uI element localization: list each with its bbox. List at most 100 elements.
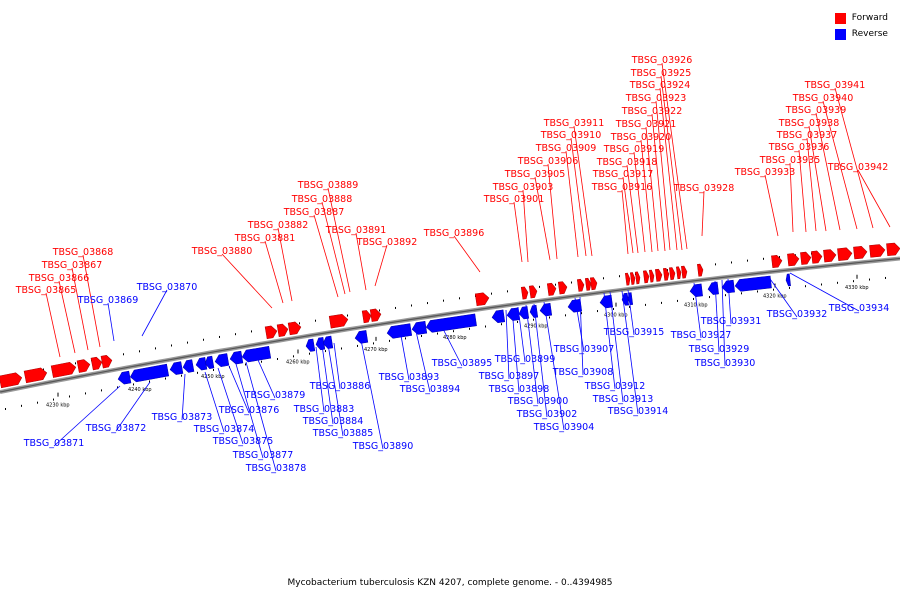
ruler-dot	[597, 310, 598, 313]
reverse-gene-label: TBSG_03929	[688, 344, 750, 355]
reverse-gene-label: TBSG_03877	[232, 450, 294, 461]
reverse-gene	[411, 321, 428, 335]
ruler-dot	[757, 290, 758, 293]
reverse-gene	[785, 273, 791, 287]
forward-gene	[276, 323, 289, 338]
ruler-dot	[203, 338, 204, 341]
reverse-swatch	[834, 28, 846, 40]
reverse-gene-label: TBSG_03872	[85, 423, 147, 434]
genome-axis	[0, 257, 900, 393]
forward-gene-arrow	[771, 254, 783, 269]
forward-gene	[576, 278, 585, 292]
ruler-tick-label: 4310 kbp	[684, 303, 708, 309]
reverse-gene-arrow	[539, 303, 553, 317]
ruler-tick-label: 4280 kbp	[443, 335, 467, 341]
reverse-gene	[539, 303, 553, 317]
reverse-gene-label-leader	[359, 334, 384, 450]
reverse-gene-label: TBSG_03914	[607, 406, 669, 417]
ruler-dot	[549, 316, 550, 319]
forward-gene-arrow	[655, 268, 663, 282]
ruler-dot	[357, 344, 358, 347]
ruler-dot	[507, 290, 508, 293]
forward-gene	[589, 277, 598, 291]
reverse-gene-label-leader	[141, 289, 168, 337]
ruler-dot	[437, 332, 438, 335]
forward-gene-arrow	[576, 278, 585, 292]
forward-gene-label-leader	[626, 164, 639, 254]
ruler-dot	[421, 334, 422, 337]
ruler-dot	[165, 377, 166, 380]
ruler-dot	[309, 352, 310, 355]
ruler-dot	[779, 256, 780, 259]
reverse-gene	[689, 283, 703, 297]
reverse-gene-label-leader	[693, 282, 702, 339]
reverse-gene-label: TBSG_03884	[302, 416, 364, 427]
reverse-gene-label: TBSG_03899	[494, 354, 556, 365]
ruler-dot	[405, 337, 406, 340]
ruler-dot	[731, 261, 732, 264]
reverse-gene-label-leader	[53, 385, 121, 447]
reverse-gene-label-leader	[399, 329, 410, 381]
forward-gene-label-leader	[659, 87, 678, 251]
ruler-dot	[491, 292, 492, 295]
forward-gene-label-leader	[798, 149, 807, 233]
forward-gene-label: TBSG_03910	[540, 130, 602, 141]
reverse-gene-label: TBSG_03912	[584, 381, 646, 392]
forward-gene-label: TBSG_03892	[356, 237, 418, 248]
ruler-dot	[101, 389, 102, 392]
ruler-dot	[389, 339, 390, 342]
ruler-dot	[85, 392, 86, 395]
reverse-gene-label-leader	[439, 322, 463, 367]
reverse-gene-arrow	[689, 283, 703, 297]
forward-gene	[76, 359, 91, 373]
forward-gene-label-leader	[815, 112, 841, 231]
ruler-dot	[747, 259, 748, 262]
forward-gene-label-leader	[645, 126, 659, 252]
forward-gene-label: TBSG_03941	[804, 80, 866, 91]
ruler-dot	[725, 294, 726, 297]
forward-gene-label-leader	[808, 125, 827, 232]
ruler-dot	[789, 286, 790, 289]
forward-gene-label: TBSG_03882	[247, 220, 309, 231]
ruler-tick-label: 4320 kbp	[763, 293, 787, 299]
forward-gene	[642, 270, 650, 284]
forward-gene-label: TBSG_03917	[592, 169, 654, 180]
forward-gene	[23, 367, 48, 384]
forward-gene-arrow	[886, 242, 900, 256]
reverse-gene-label-leader	[257, 359, 276, 399]
forward-gene	[90, 356, 103, 371]
reverse-gene-label-leader	[511, 307, 520, 393]
ruler-dot	[427, 302, 428, 305]
reverse-gene-label: TBSG_03869	[77, 295, 139, 306]
reverse-gene-label: TBSG_03902	[516, 409, 578, 420]
forward-gene-arrow	[584, 277, 592, 291]
ruler-dot	[117, 386, 118, 389]
ruler-dot	[37, 401, 38, 404]
ruler-dot	[645, 303, 646, 306]
forward-gene-label: TBSG_03924	[629, 80, 691, 91]
forward-gene-label-leader	[221, 253, 273, 309]
forward-gene-label-leader	[701, 190, 705, 237]
reverse-gene	[386, 323, 413, 339]
forward-gene	[837, 247, 853, 261]
reverse-gene-arrow	[785, 273, 791, 287]
reverse-gene-label: TBSG_03879	[244, 390, 306, 401]
forward-gene-label: TBSG_03928	[673, 183, 735, 194]
reverse-gene	[491, 309, 506, 323]
reverse-gene-label: TBSG_03873	[151, 412, 213, 423]
reverse-gene-label: TBSG_03878	[245, 463, 307, 474]
forward-gene-arrow	[787, 253, 800, 267]
ruler-dot	[5, 408, 6, 411]
ruler-dot	[133, 383, 134, 386]
ruler-dot	[539, 285, 540, 288]
reverse-gene-arrow	[529, 304, 539, 318]
reverse-gene-label: TBSG_03908	[552, 367, 614, 378]
ruler-tick-label: 4250 kbp	[201, 374, 225, 380]
ruler-dot	[315, 319, 316, 322]
forward-gene-arrow	[837, 247, 853, 261]
forward-gene-label-leader	[264, 240, 284, 304]
forward-gene-label-leader	[313, 214, 339, 298]
reverse-gene-label-leader	[115, 381, 151, 432]
ruler-dot	[53, 398, 54, 401]
ruler-tick-label: 4270 kbp	[364, 347, 388, 353]
